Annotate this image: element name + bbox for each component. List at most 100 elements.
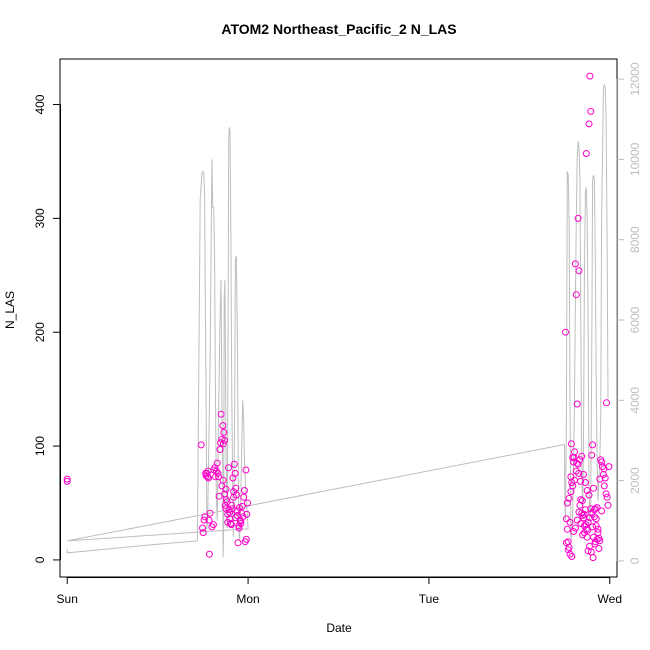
- data-point: [579, 531, 587, 539]
- data-point: [573, 400, 581, 408]
- y-tick-label: 0: [33, 556, 47, 563]
- data-point: [205, 516, 213, 524]
- data-point: [572, 467, 580, 475]
- data-point: [214, 469, 222, 477]
- data-point: [573, 516, 581, 524]
- data-point: [590, 484, 597, 492]
- line-series: [66, 83, 609, 557]
- data-point: [580, 471, 587, 478]
- y-axis-right: 0 2000 4000 6000 8000 10000 12000: [616, 62, 642, 564]
- data-point: [199, 529, 207, 537]
- data-point: [604, 501, 612, 509]
- data-point: [562, 328, 569, 336]
- data-point: [205, 474, 212, 482]
- y-tick-label: 400: [33, 94, 47, 114]
- plot-frame-box: [59, 58, 618, 578]
- data-point: [201, 513, 209, 521]
- data-point: [566, 550, 574, 558]
- data-point: [575, 267, 583, 275]
- data-point: [222, 485, 230, 493]
- data-point: [573, 459, 581, 467]
- data-point: [577, 520, 585, 527]
- data-point: [240, 493, 248, 501]
- data-point: [237, 520, 245, 527]
- x-tick-label: Wed: [598, 592, 622, 606]
- data-point: [235, 524, 243, 532]
- data-point: [594, 529, 602, 537]
- data-point: [63, 475, 71, 483]
- data-point: [591, 505, 599, 513]
- data-point: [199, 524, 206, 532]
- data-point: [213, 459, 221, 467]
- data-point: [577, 496, 585, 504]
- data-point: [570, 454, 578, 461]
- y-tick-label: 300: [33, 208, 47, 228]
- data-point: [590, 513, 598, 521]
- data-point: [588, 451, 596, 459]
- data-point: [227, 521, 235, 529]
- data-point: [602, 490, 610, 498]
- data-point: [200, 516, 208, 524]
- x-tick-label: Mon: [236, 592, 259, 606]
- data-point: [589, 554, 597, 562]
- data-point: [563, 525, 571, 533]
- data-point: [577, 477, 584, 485]
- data-point: [586, 72, 594, 80]
- data-point: [592, 515, 600, 523]
- data-point: [238, 502, 246, 510]
- data-point: [567, 440, 575, 448]
- data-point: [564, 546, 572, 554]
- data-point: [592, 522, 600, 530]
- data-point: [598, 507, 606, 515]
- data-point: [217, 410, 225, 418]
- data-point: [584, 518, 592, 526]
- data-point: [241, 487, 248, 494]
- data-point: [231, 514, 239, 522]
- data-point: [230, 460, 238, 468]
- data-point: [575, 469, 583, 477]
- data-point: [589, 441, 597, 449]
- y-axis-label: N_LAS: [3, 291, 17, 329]
- y2-tick-label: 12000: [628, 62, 642, 96]
- data-point: [584, 547, 592, 555]
- data-point: [600, 482, 608, 490]
- data-point: [230, 493, 238, 501]
- data-point: [224, 518, 232, 526]
- y2-tick-label: 4000: [628, 387, 642, 414]
- data-point: [591, 540, 599, 548]
- data-point: [582, 525, 590, 533]
- data-point: [578, 452, 586, 460]
- data-point: [585, 120, 593, 128]
- data-point: [237, 517, 245, 525]
- data-point: [587, 107, 595, 115]
- data-point: [584, 526, 592, 534]
- data-point: [603, 493, 611, 501]
- data-point: [234, 539, 242, 547]
- data-point: [225, 464, 232, 472]
- data-point: [228, 501, 236, 509]
- data-point: [589, 523, 597, 531]
- x-axis-label: Date: [326, 621, 352, 635]
- data-point: [598, 458, 606, 466]
- chart-title: ATOM2 Northeast_Pacific_2 N_LAS: [221, 21, 456, 37]
- data-point: [219, 422, 227, 430]
- data-point: [571, 524, 579, 532]
- data-point: [242, 466, 250, 474]
- scatter-points: [63, 72, 613, 562]
- data-point: [574, 214, 582, 222]
- data-point: [595, 545, 603, 552]
- plot-frame: [59, 58, 618, 578]
- data-point: [209, 521, 217, 529]
- data-point: [596, 475, 604, 483]
- data-point: [587, 505, 595, 513]
- data-point: [571, 448, 578, 456]
- data-point: [226, 508, 234, 516]
- data-point: [565, 494, 573, 502]
- data-point: [570, 528, 578, 535]
- y-axis-left: 0 100 200 300 400: [33, 94, 61, 563]
- data-point: [231, 469, 239, 477]
- data-point: [221, 490, 229, 498]
- data-point: [224, 510, 232, 518]
- x-tick-label: Sun: [57, 592, 78, 606]
